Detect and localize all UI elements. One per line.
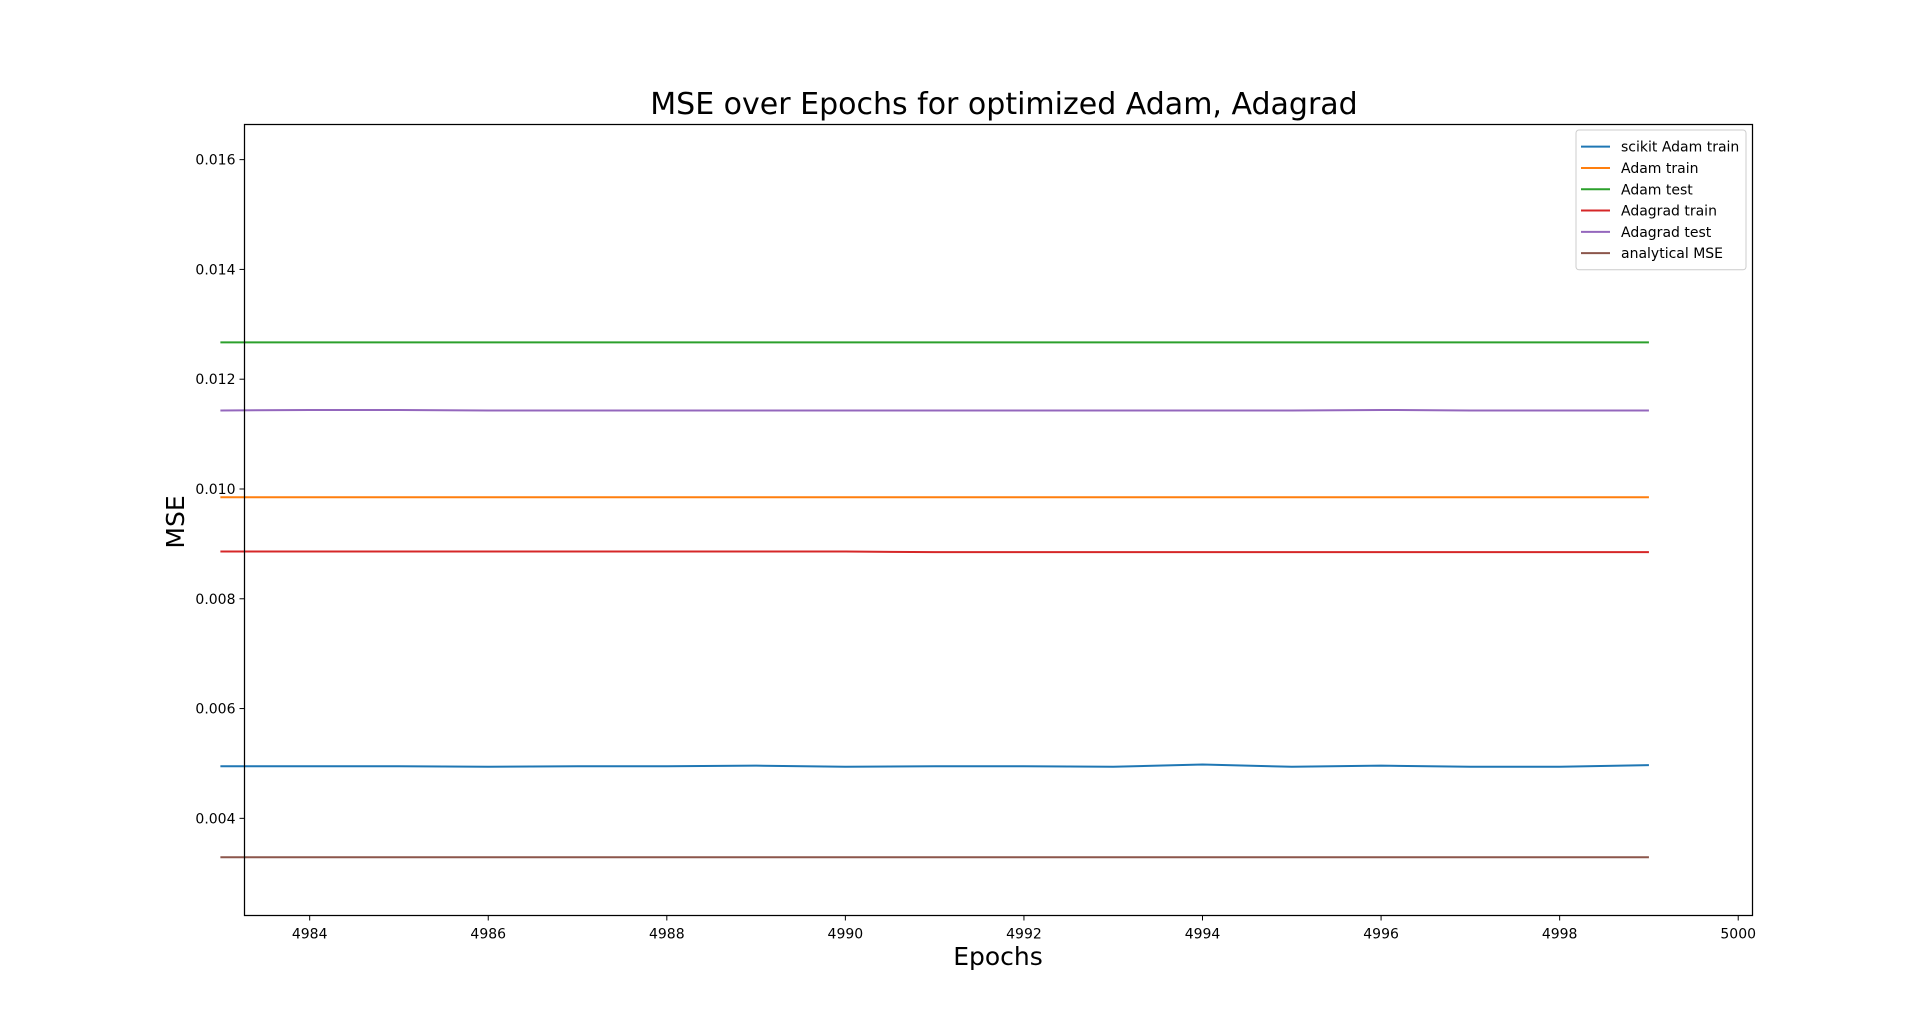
legend-label: scikit Adam train bbox=[1621, 140, 1739, 156]
y-tick-label: 0.014 bbox=[195, 262, 235, 278]
x-tick-label: 4990 bbox=[828, 927, 864, 943]
y-tick-label: 0.008 bbox=[195, 592, 235, 608]
series-line-4 bbox=[220, 408, 1649, 412]
legend-label: analytical MSE bbox=[1621, 246, 1723, 262]
x-tick-label: 4992 bbox=[1006, 927, 1042, 943]
legend-label: Adam test bbox=[1621, 182, 1693, 198]
x-tick-label: 4998 bbox=[1542, 927, 1578, 943]
x-tick-label: 4996 bbox=[1363, 927, 1399, 943]
x-tick-label: 5000 bbox=[1720, 927, 1756, 943]
x-tick-label: 4988 bbox=[649, 927, 685, 943]
legend-box bbox=[1575, 129, 1747, 271]
legend-label: Adagrad train bbox=[1621, 204, 1717, 220]
y-axis-ticks: 0.004 0.006 0.008 0.010 0.012 0.014 0.016 bbox=[195, 153, 245, 827]
plot-frame bbox=[243, 123, 1754, 917]
series-layer bbox=[220, 341, 1649, 859]
y-tick-label: 0.006 bbox=[195, 702, 235, 718]
y-tick-label: 0.010 bbox=[195, 482, 235, 498]
chart-title: MSE over Epochs for optimized Adam, Adag… bbox=[650, 87, 1357, 122]
y-tick-label: 0.016 bbox=[195, 153, 235, 169]
x-axis-ticks: 4984 4986 4988 4990 4992 4994 4996 4998 5000 bbox=[292, 915, 1756, 943]
x-tick-label: 4986 bbox=[470, 927, 506, 943]
x-tick-label: 4994 bbox=[1185, 927, 1221, 943]
x-axis-label: Epochs bbox=[953, 942, 1043, 971]
legend-label: Adagrad test bbox=[1621, 225, 1712, 241]
x-tick-label: 4984 bbox=[292, 927, 328, 943]
y-tick-label: 0.004 bbox=[195, 811, 235, 827]
series-line-3 bbox=[220, 550, 1649, 554]
legend: scikit Adam train Adam train Adam test Adag… bbox=[1575, 129, 1747, 271]
series-line-0 bbox=[220, 763, 1649, 768]
y-axis-label: MSE bbox=[161, 495, 190, 548]
legend-label: Adam train bbox=[1621, 161, 1698, 177]
y-tick-label: 0.012 bbox=[195, 372, 235, 388]
